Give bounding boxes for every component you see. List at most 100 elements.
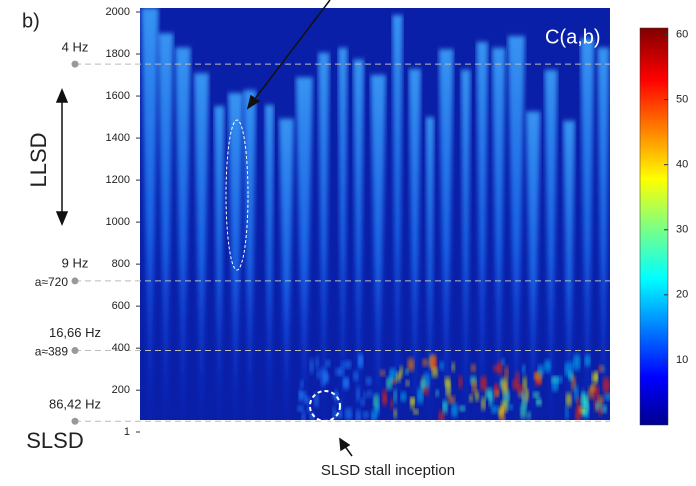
- colorbar: [639, 27, 669, 426]
- stripe: [408, 69, 421, 420]
- inception-circle: [309, 390, 341, 422]
- texture-blob: [400, 391, 407, 403]
- texture-blob: [458, 375, 463, 390]
- texture-blob: [471, 379, 477, 395]
- texture-blob: [367, 389, 372, 399]
- stripe: [353, 59, 365, 420]
- stripe: [507, 35, 525, 420]
- texture-blob: [507, 404, 513, 411]
- texture-blob: [469, 394, 473, 403]
- texture-blob: [565, 405, 569, 420]
- stripe: [525, 111, 541, 420]
- texture-blob: [497, 360, 503, 376]
- texture-blob: [443, 401, 447, 411]
- texture-blob: [544, 359, 551, 373]
- texture-blob: [363, 391, 367, 399]
- texture-blob: [501, 358, 505, 366]
- texture-blob: [307, 404, 311, 414]
- inception-label: SLSD stall inception: [321, 462, 455, 479]
- texture-blob: [593, 384, 600, 399]
- level-dot: [71, 417, 79, 425]
- texture-blob: [323, 372, 330, 384]
- stripe: [264, 104, 274, 420]
- stripe: [425, 117, 435, 420]
- stripe: [243, 90, 257, 420]
- texture-blob: [480, 375, 487, 392]
- texture-blob: [565, 361, 571, 378]
- texture-blob: [309, 357, 314, 375]
- texture-blob: [390, 397, 394, 411]
- level-dot: [71, 346, 79, 354]
- stripe: [279, 118, 294, 420]
- texture-blob: [537, 364, 544, 378]
- texture-blob: [532, 391, 540, 399]
- y-tick-label: 600: [112, 300, 130, 312]
- texture-blob: [598, 405, 603, 417]
- texture-blob: [365, 376, 372, 386]
- texture-blob: [522, 375, 527, 394]
- texture-blob: [604, 392, 610, 401]
- texture-blob: [335, 367, 341, 376]
- texture-blob: [581, 392, 588, 407]
- texture-blob: [451, 361, 455, 373]
- stripe: [141, 8, 159, 420]
- texture-blob: [504, 365, 509, 381]
- texture-blob: [576, 395, 581, 409]
- texture-blob: [536, 400, 542, 407]
- texture-blob: [389, 367, 396, 382]
- level-frequency: 4 Hz: [62, 40, 89, 55]
- stripe: [214, 106, 225, 420]
- y-tick-label: 400: [112, 342, 130, 354]
- texture-blob: [573, 353, 581, 372]
- texture-blob: [598, 365, 604, 373]
- level-a-label: a≈720: [35, 275, 69, 289]
- texture-blob: [575, 405, 582, 420]
- texture-blob: [422, 358, 429, 367]
- stripe: [228, 92, 244, 420]
- texture-blob: [430, 354, 438, 371]
- level-a-label: a≈389: [35, 345, 69, 359]
- texture-blob: [491, 405, 498, 414]
- texture-blob: [419, 380, 427, 388]
- stripe: [492, 47, 506, 420]
- texture-blob: [343, 376, 350, 391]
- texture-blob: [448, 395, 455, 405]
- slsd-label: SLSD: [26, 428, 83, 453]
- stripe: [338, 47, 348, 420]
- texture-blob: [521, 390, 528, 409]
- texture-blob: [396, 371, 401, 383]
- texture-blob: [588, 386, 594, 400]
- level-dot: [71, 277, 79, 285]
- y-tick-label: 1800: [106, 48, 130, 60]
- scalogram-texture: [141, 8, 610, 420]
- texture-blob: [356, 385, 361, 403]
- stripe: [295, 77, 313, 420]
- y-tick-label: 1000: [106, 216, 130, 228]
- texture-blob: [358, 353, 363, 368]
- texture-blob: [566, 392, 572, 408]
- texture-blob: [602, 376, 610, 395]
- level-frequency: 16,66 Hz: [49, 325, 101, 340]
- texture-blob: [345, 407, 353, 420]
- texture-blob: [344, 360, 352, 369]
- stripe: [460, 69, 471, 420]
- y-tick-label: 2000: [106, 6, 130, 18]
- texture-blob: [417, 386, 424, 405]
- texture-blob: [360, 397, 365, 407]
- stripe: [544, 69, 558, 420]
- texture-blob: [353, 370, 359, 382]
- y-tick-label: 800: [112, 258, 130, 270]
- stripe: [194, 73, 209, 420]
- texture-blob: [355, 409, 361, 420]
- texture-blob: [488, 392, 492, 408]
- texture-blob: [338, 367, 345, 377]
- texture-blob: [499, 378, 503, 389]
- stripe: [318, 52, 330, 420]
- colorbar-tick-label: 30: [676, 224, 688, 236]
- texture-blob: [314, 392, 319, 408]
- texture-blob: [584, 354, 591, 367]
- stripe: [175, 47, 191, 420]
- texture-blob: [431, 366, 438, 378]
- llsd-label: LLSD: [26, 132, 51, 187]
